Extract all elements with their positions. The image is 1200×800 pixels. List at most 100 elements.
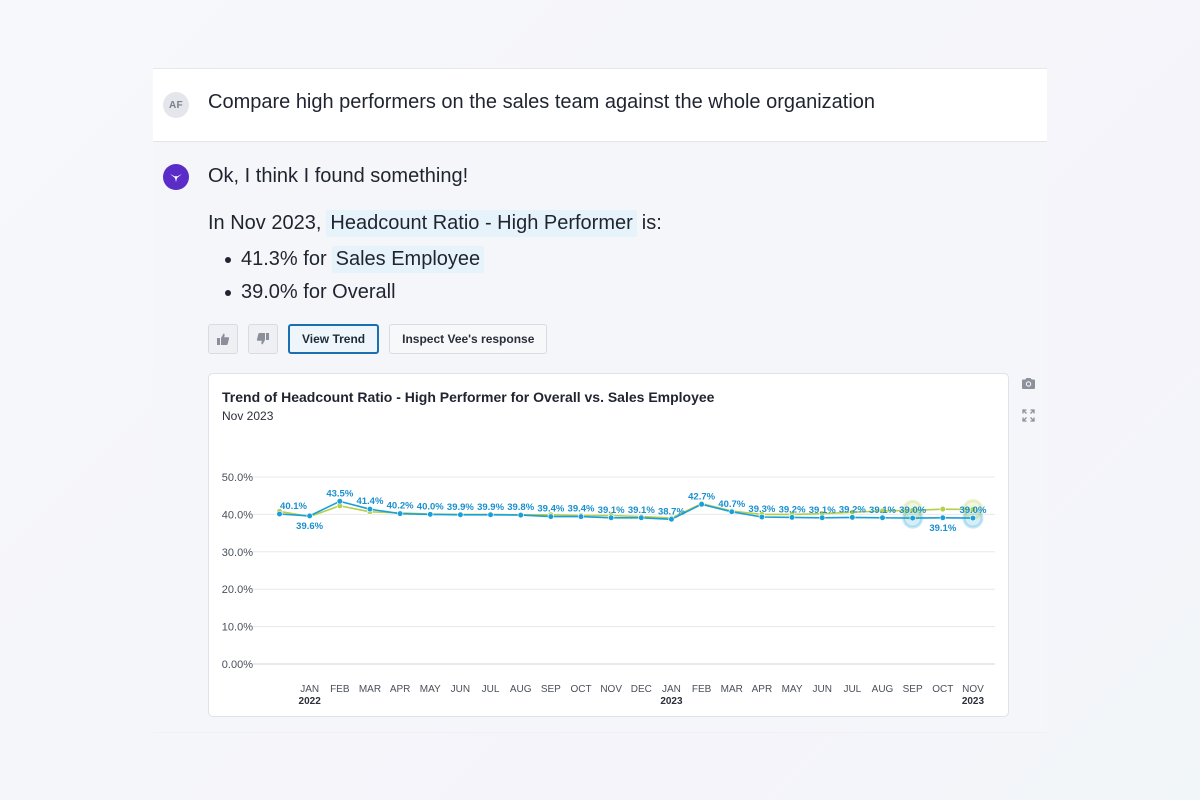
inspect-response-button[interactable]: Inspect Vee's response	[389, 324, 548, 354]
data-point	[909, 507, 916, 514]
data-point	[517, 512, 524, 519]
bullet-value: 41.3% for	[241, 248, 327, 270]
data-point	[427, 511, 434, 518]
bullet-dot	[225, 256, 231, 263]
data-point	[608, 514, 615, 521]
series-line-overall	[279, 500, 973, 521]
data-label: 39.2%	[839, 504, 866, 515]
answer-summary: In Nov 2023, Headcount Ratio - High Perf…	[208, 210, 662, 237]
data-label: 39.1%	[869, 505, 896, 516]
data-point	[577, 513, 585, 520]
data-point	[397, 510, 404, 517]
data-point	[668, 516, 675, 523]
response-actions: View Trend Inspect Vee's response	[208, 324, 548, 354]
data-point	[939, 514, 946, 521]
metric-chip[interactable]: Headcount Ratio - High Performer	[326, 210, 637, 237]
data-label: 39.8%	[507, 502, 534, 513]
x-tick-label: NOV	[962, 684, 984, 695]
answer-prefix: In Nov 2023,	[208, 212, 322, 234]
x-tick-label: JUL	[482, 684, 500, 695]
user-message: Compare high performers on the sales tea…	[208, 91, 876, 113]
thumbs-down-button[interactable]	[248, 324, 278, 354]
data-label: 38.7%	[658, 506, 685, 517]
bot-intro-message: Ok, I think I found something!	[208, 165, 469, 187]
year-label: 2023	[660, 696, 683, 707]
data-label: 39.4%	[537, 504, 564, 515]
data-point	[306, 512, 313, 519]
data-point	[788, 514, 796, 521]
data-label: 39.3%	[748, 504, 775, 515]
expand-button[interactable]	[1019, 406, 1037, 424]
bullet-dot	[225, 289, 231, 296]
chart-title: Trend of Headcount Ratio - High Performe…	[222, 389, 715, 405]
year-label: 2023	[962, 696, 985, 707]
x-tick-label: JAN	[300, 684, 319, 695]
answer-suffix: is:	[641, 212, 662, 234]
x-tick-label: FEB	[330, 684, 350, 695]
data-point	[879, 514, 886, 521]
data-point	[849, 514, 856, 521]
data-point	[939, 506, 946, 513]
bullet-value: 39.0% for Overall	[241, 281, 396, 303]
data-label: 39.2%	[779, 504, 806, 515]
chart-subtitle: Nov 2023	[222, 409, 274, 423]
data-label: 39.0%	[899, 505, 926, 516]
screenshot-button[interactable]	[1019, 374, 1037, 392]
bot-logo-icon	[163, 164, 189, 190]
data-point	[969, 506, 977, 513]
x-tick-label: OCT	[932, 684, 953, 695]
x-tick-label: JUN	[451, 684, 470, 695]
y-tick-label: 30.0%	[222, 547, 253, 559]
data-label: 39.6%	[296, 521, 323, 532]
y-tick-label: 0.00%	[222, 659, 253, 671]
data-label: 39.9%	[447, 502, 474, 513]
data-point	[969, 515, 977, 522]
data-label: 39.4%	[568, 504, 595, 515]
list-item: 39.0% for Overall	[225, 276, 489, 309]
data-point	[457, 511, 464, 518]
data-label: 39.9%	[477, 502, 504, 513]
x-tick-label: APR	[752, 684, 773, 695]
data-label: 40.1%	[280, 501, 307, 512]
thumbs-up-button[interactable]	[208, 324, 238, 354]
data-label: 39.1%	[809, 505, 836, 516]
data-label: 40.2%	[387, 501, 414, 512]
data-label: 39.0%	[959, 505, 986, 516]
avatar: AF	[163, 92, 189, 118]
y-tick-label: 50.0%	[222, 472, 253, 484]
x-tick-label: DEC	[631, 684, 652, 695]
x-tick-label: SEP	[903, 684, 923, 695]
data-point	[547, 513, 554, 520]
view-trend-button[interactable]: View Trend	[288, 324, 380, 354]
camera-icon	[1021, 377, 1035, 389]
data-point	[276, 510, 283, 518]
y-tick-label: 10.0%	[222, 622, 253, 634]
data-point	[819, 514, 826, 521]
x-tick-label: JUN	[812, 684, 831, 695]
x-tick-label: NOV	[600, 684, 622, 695]
data-point	[879, 507, 886, 515]
data-point	[728, 508, 735, 515]
data-label: 41.4%	[356, 496, 383, 507]
x-tick-label: MAY	[420, 684, 441, 695]
data-point	[487, 511, 494, 518]
conversation-panel: AF Compare high performers on the sales …	[153, 68, 1047, 732]
data-label: 40.7%	[718, 499, 745, 510]
thumbs-down-icon	[256, 333, 269, 345]
y-tick-label: 20.0%	[222, 584, 253, 596]
x-tick-label: JUL	[843, 684, 861, 695]
data-point	[366, 506, 374, 513]
data-label: 42.7%	[688, 491, 715, 502]
expand-icon	[1021, 408, 1035, 422]
thumbs-up-icon	[217, 333, 230, 345]
data-label: 43.5%	[326, 488, 353, 499]
data-point	[336, 498, 343, 505]
x-tick-label: AUG	[510, 684, 532, 695]
x-tick-label: MAY	[782, 684, 803, 695]
data-point	[758, 513, 766, 521]
x-tick-label: MAR	[359, 684, 381, 695]
x-tick-label: FEB	[692, 684, 712, 695]
entity-chip[interactable]: Sales Employee	[331, 246, 485, 273]
x-tick-label: AUG	[872, 684, 894, 695]
data-point	[698, 501, 705, 508]
